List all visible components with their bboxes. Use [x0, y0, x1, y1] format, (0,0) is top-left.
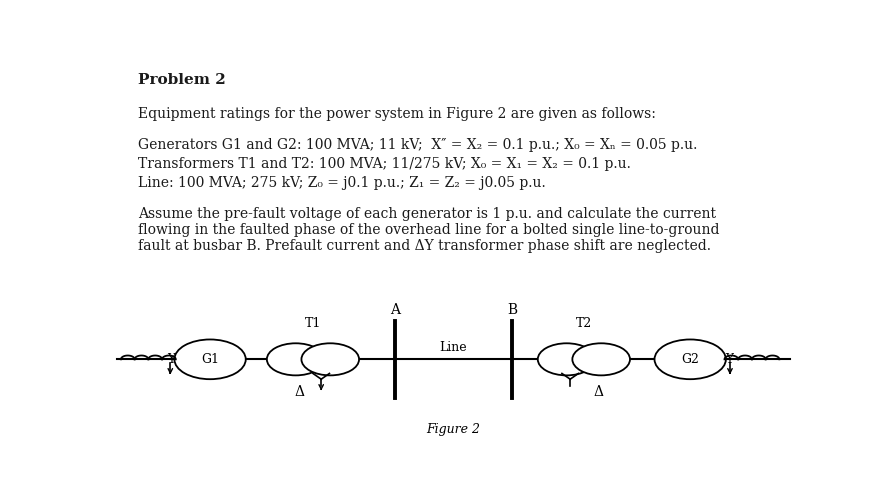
Text: fault at busbar B. Prefault current and ΔY transformer phase shift are neglected: fault at busbar B. Prefault current and … [138, 240, 711, 253]
Text: flowing in the faulted phase of the overhead line for a bolted single line-to-gr: flowing in the faulted phase of the over… [138, 223, 720, 237]
Text: T1: T1 [304, 317, 321, 330]
Text: Problem 2: Problem 2 [138, 73, 226, 87]
Text: Y: Y [566, 358, 574, 371]
Text: Δ: Δ [594, 385, 604, 399]
Text: G1: G1 [201, 353, 219, 366]
Circle shape [174, 339, 246, 379]
Circle shape [573, 343, 630, 375]
Text: Line: 100 MVA; 275 kV; Z₀ = j0.1 p.u.; Z₁ = Z₂ = j0.05 p.u.: Line: 100 MVA; 275 kV; Z₀ = j0.1 p.u.; Z… [138, 176, 546, 190]
Text: B: B [507, 304, 517, 317]
Text: Line: Line [440, 341, 467, 354]
Text: Assume the pre-fault voltage of each generator is 1 p.u. and calculate the curre: Assume the pre-fault voltage of each gen… [138, 206, 716, 221]
Circle shape [302, 343, 359, 375]
Text: A: A [390, 304, 400, 317]
Circle shape [655, 339, 726, 379]
Text: Generators G1 and G2: 100 MVA; 11 kV;  X″ = X₂ = 0.1 p.u.; X₀ = Xₙ = 0.05 p.u.: Generators G1 and G2: 100 MVA; 11 kV; X″… [138, 138, 697, 152]
Text: Transformers T1 and T2: 100 MVA; 11/275 kV; X₀ = X₁ = X₂ = 0.1 p.u.: Transformers T1 and T2: 100 MVA; 11/275 … [138, 157, 631, 171]
Circle shape [538, 343, 596, 375]
Text: Y: Y [725, 353, 733, 366]
Circle shape [267, 343, 325, 375]
Text: Y: Y [167, 353, 175, 366]
Text: Equipment ratings for the power system in Figure 2 are given as follows:: Equipment ratings for the power system i… [138, 107, 656, 121]
Text: G2: G2 [681, 353, 699, 366]
Text: T2: T2 [576, 317, 592, 330]
Text: Figure 2: Figure 2 [427, 423, 481, 435]
Text: Δ: Δ [294, 385, 304, 399]
